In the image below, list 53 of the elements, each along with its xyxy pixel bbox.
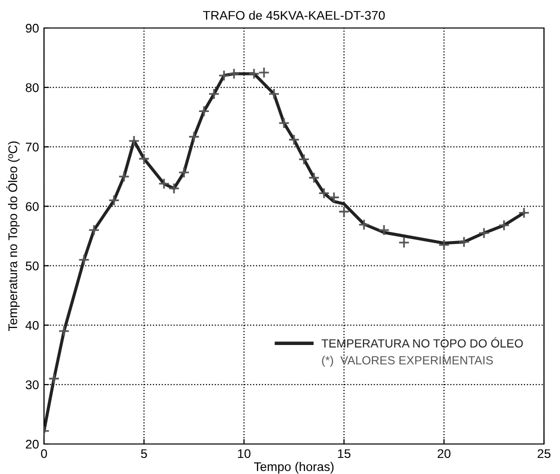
- point: [128, 135, 140, 147]
- point: [188, 131, 200, 142]
- x-tick-label: 10: [238, 449, 250, 458]
- x-tick-label: 0: [41, 449, 47, 458]
- x-tick-label: 5: [141, 449, 147, 458]
- text: (*) VALORES EXPERIMENTAIS: [322, 356, 493, 367]
- point: [338, 206, 350, 218]
- point: [118, 170, 130, 182]
- point: [318, 187, 330, 199]
- point: [178, 166, 190, 178]
- point: [218, 70, 230, 82]
- x-tick-label: 15: [338, 449, 350, 458]
- point: [268, 88, 280, 100]
- x-tick-label: 20: [438, 449, 450, 458]
- legend-label: TEMPERATURA NO TOPO DO ÓLEO: [322, 337, 523, 348]
- point: [208, 88, 220, 100]
- point: [288, 134, 300, 146]
- point: [168, 182, 180, 194]
- point: [498, 220, 510, 232]
- point: [138, 153, 150, 164]
- point: [258, 66, 270, 78]
- y-tick-label: 50: [26, 262, 39, 270]
- y-tick-label: 70: [26, 142, 39, 152]
- point: [158, 178, 170, 190]
- point: [108, 194, 120, 206]
- x-tick-label: 25: [538, 449, 550, 458]
- point: [228, 68, 240, 80]
- point: [48, 372, 60, 384]
- point: [58, 325, 70, 337]
- point: [78, 254, 90, 266]
- point: [378, 224, 390, 236]
- y-tick-label: 30: [26, 380, 39, 390]
- y-tick-label: 60: [26, 202, 39, 211]
- y-tick-label: 90: [26, 24, 39, 33]
- point: [88, 224, 100, 236]
- point: [278, 117, 290, 129]
- y-tick-label: 80: [26, 83, 39, 92]
- point: [458, 236, 470, 248]
- point: [298, 154, 310, 166]
- point: [358, 218, 370, 230]
- point: [438, 239, 450, 251]
- point: [478, 227, 490, 239]
- x-axis-title: Tempo (horas): [254, 462, 334, 474]
- chart-title: TRAFO de 45KVA-KAEL-DT-370: [203, 10, 385, 20]
- y-tick-label: 20: [26, 440, 39, 449]
- point: [248, 68, 260, 80]
- point: [398, 236, 410, 248]
- y-tick-label: 40: [26, 320, 39, 330]
- y-axis-title: Temperatura no Topo do Óleo (ºC): [6, 141, 20, 331]
- point: [198, 105, 210, 117]
- point: [308, 172, 320, 184]
- point: [518, 207, 530, 219]
- point: [328, 192, 340, 204]
